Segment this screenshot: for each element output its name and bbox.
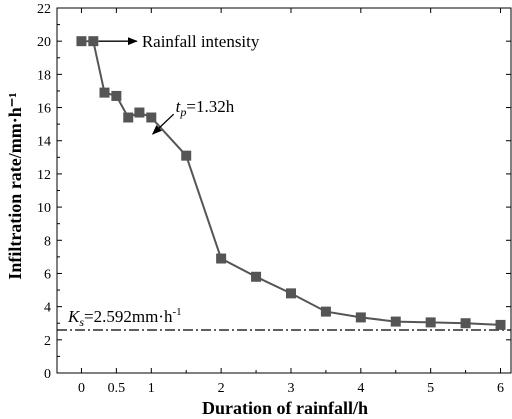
data-point-marker	[111, 90, 122, 101]
y-axis-title-text: Infiltration rate/mm·h⁻¹	[5, 92, 25, 279]
y-tick-label: 2	[44, 334, 51, 349]
y-tick-label: 10	[37, 201, 51, 216]
tp-arrow	[151, 113, 175, 135]
y-tick-label: 22	[37, 2, 51, 17]
data-point-marker	[495, 319, 506, 330]
series-line	[81, 40, 501, 326]
data-point-marker	[76, 36, 87, 47]
y-tick-label: 16	[37, 102, 51, 117]
data-point-marker	[251, 271, 262, 282]
x-tick-label: 0.5	[108, 381, 126, 396]
x-tick-label: 5	[427, 381, 434, 396]
y-tick-label: 6	[44, 267, 51, 282]
x-tick-label: 6	[497, 381, 504, 396]
x-tick-label: 0	[78, 381, 85, 396]
data-point-marker	[285, 288, 296, 299]
data-point-marker	[355, 312, 366, 323]
y-tick-label: 12	[37, 168, 51, 183]
ks-reference-label: Ks=2.592mm·h-1	[67, 306, 182, 329]
y-tick-label: 0	[44, 367, 51, 382]
y-tick-label: 4	[44, 301, 51, 316]
data-point-marker	[146, 112, 157, 123]
y-tick-label: 18	[37, 68, 51, 83]
data-point-marker	[134, 107, 145, 118]
data-point-marker	[99, 87, 110, 98]
data-point-marker	[320, 306, 331, 317]
x-tick-label: 3	[287, 381, 294, 396]
rainfall-intensity-label: Rainfall intensity	[142, 32, 260, 51]
y-tick-label: 20	[37, 35, 51, 50]
x-tick-label: 2	[218, 381, 225, 396]
data-point-marker	[123, 112, 134, 123]
y-tick-label: 14	[37, 135, 51, 150]
x-axis-title: Duration of rainfall/h	[202, 398, 368, 418]
data-point-marker	[88, 36, 99, 47]
x-tick-label: 4	[357, 381, 364, 396]
data-point-marker	[216, 253, 227, 264]
data-point-marker	[181, 150, 192, 161]
tp-label: tp=1.32h	[176, 97, 235, 119]
data-point-marker	[425, 317, 436, 328]
y-axis-title: Infiltration rate/mm·h⁻¹	[5, 92, 25, 279]
y-tick-label: 8	[44, 234, 51, 249]
x-tick-label: 1	[148, 381, 155, 396]
data-point-marker	[460, 318, 471, 329]
data-point-marker	[390, 316, 401, 327]
